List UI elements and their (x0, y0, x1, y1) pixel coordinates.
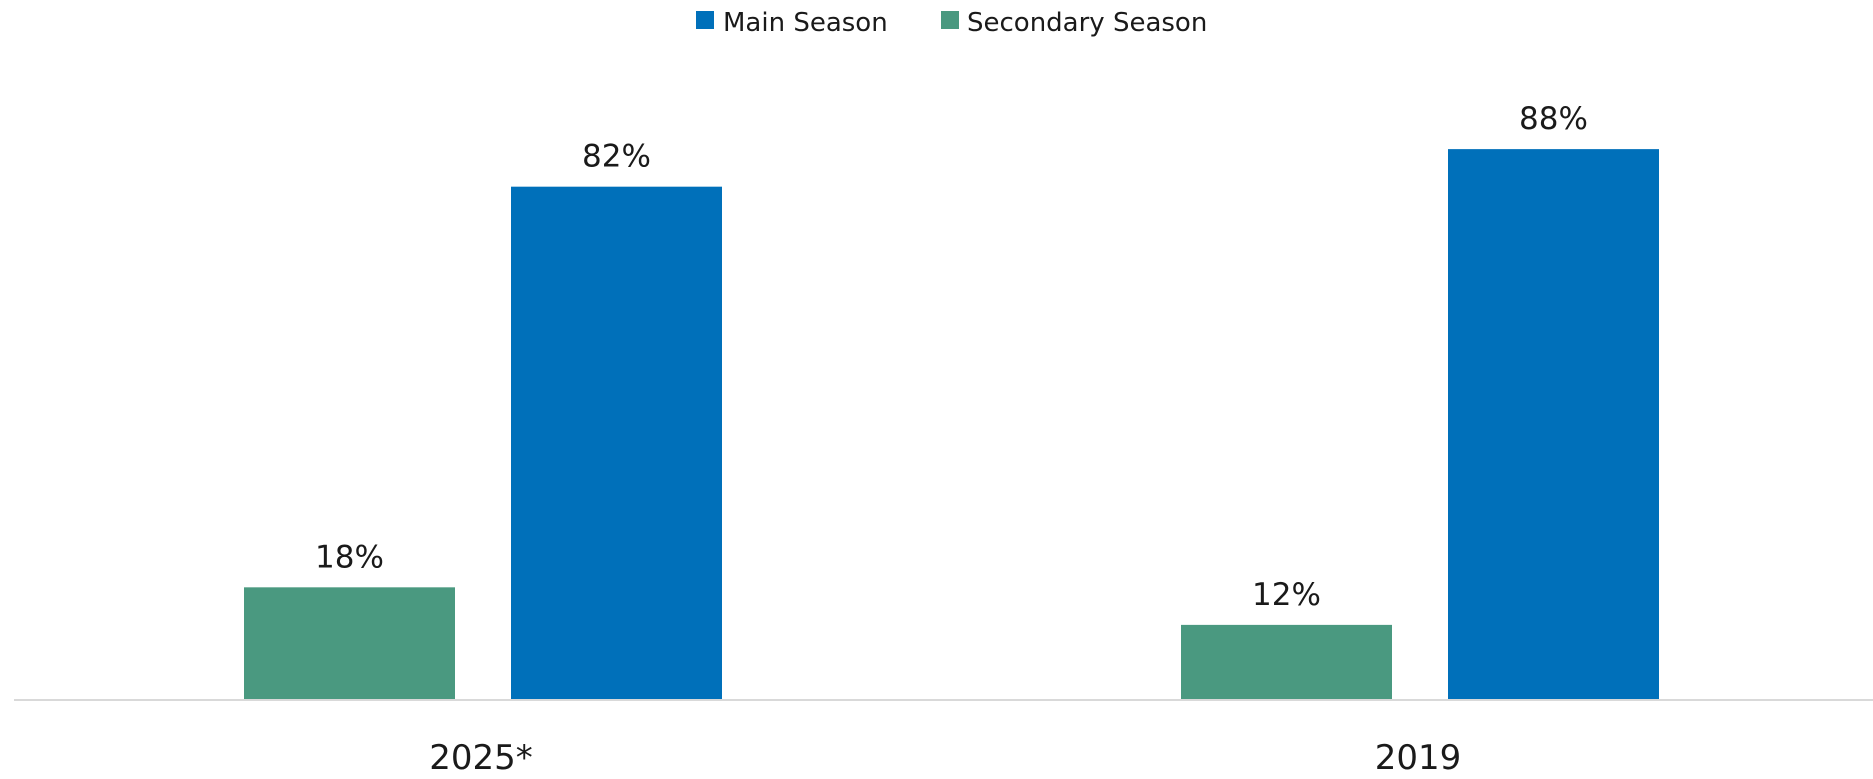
bar-secondary-season-1 (1181, 624, 1392, 700)
legend-swatch-main-season (696, 11, 714, 29)
data-label-secondary-season-0: 18% (315, 539, 384, 575)
bar-main-season-1 (1448, 149, 1659, 700)
data-label-secondary-season-1: 12% (1252, 577, 1321, 613)
x-axis-tick-labels: 2025* 2019 (429, 738, 1462, 778)
data-label-main-season-0: 82% (582, 139, 651, 175)
bar-main-season-0 (511, 186, 722, 700)
legend-item-main-season: Main Season (696, 8, 888, 38)
data-labels: 18% 82% 12% 88% (315, 101, 1588, 613)
legend: Main Season Secondary Season (696, 8, 1207, 38)
bars (244, 149, 1659, 700)
x-tick-label-0: 2025* (429, 738, 533, 775)
legend-swatch-secondary-season (941, 11, 959, 29)
data-label-main-season-1: 88% (1519, 101, 1588, 137)
legend-label-main-season: Main Season (723, 8, 888, 38)
x-tick-label-1: 2019 (1375, 738, 1462, 775)
bar-secondary-season-0 (244, 587, 455, 700)
legend-label-secondary-season: Secondary Season (967, 8, 1207, 38)
legend-item-secondary-season: Secondary Season (941, 8, 1207, 38)
